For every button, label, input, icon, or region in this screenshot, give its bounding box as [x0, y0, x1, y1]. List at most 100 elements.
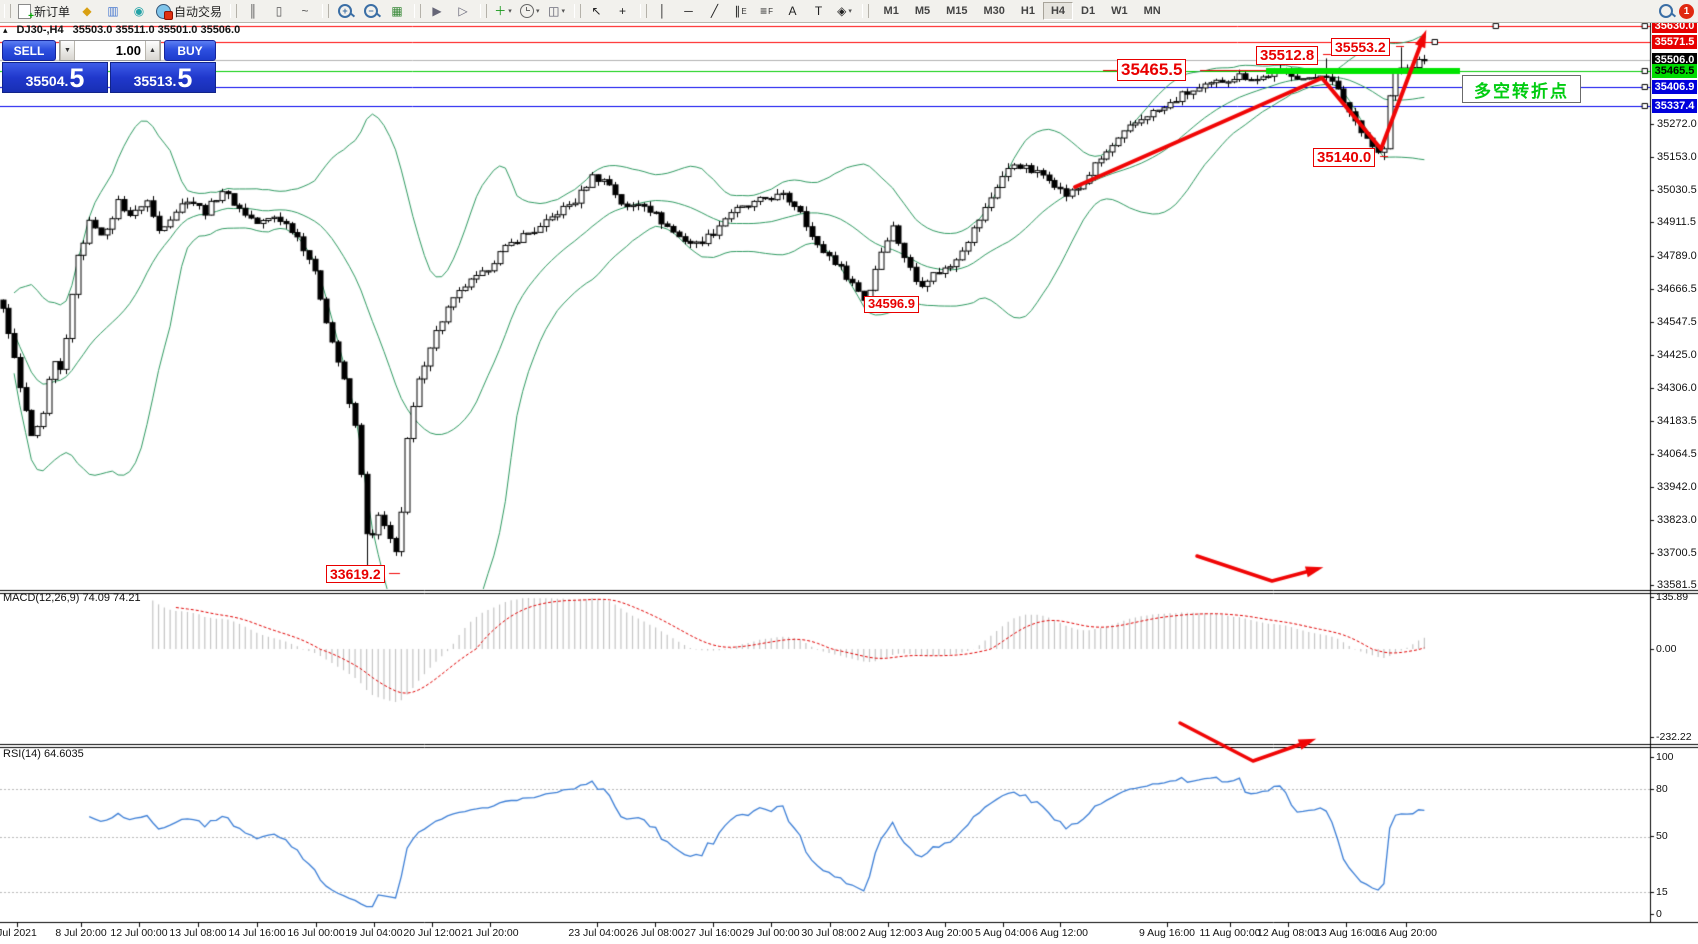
clock-icon: [520, 4, 535, 18]
signals-icon[interactable]: ◉: [127, 1, 151, 21]
time-axis-label: 8 Jul 20:00: [55, 927, 107, 939]
ohlc-values: 35503.0 35511.0 35501.0 35506.0: [72, 24, 241, 36]
crosshair-icon[interactable]: +: [611, 1, 635, 21]
time-axis-label: 23 Jul 04:00: [568, 927, 626, 939]
chart-shift-icon[interactable]: ▷: [451, 1, 475, 21]
price-annotation[interactable]: 35465.5: [1117, 59, 1187, 81]
time-axis-label: 20 Jul 12:00: [403, 927, 461, 939]
time-axis-label: 14 Jul 16:00: [228, 927, 286, 939]
indicator-axis-label: 50: [1656, 830, 1668, 842]
toolbar: + 新订单 ◆ ▥ ◉ 自动交易 ║ ▯ ~ + − ▦ ▶ ▷ ＋ ▾ ▾ ◫ ▾ ↖ + │ ─ ╱ ∥ E ≡ F A T ◈ ▾ M1 M…: [0, 0, 1698, 23]
text-label-icon: T: [814, 4, 823, 18]
zoom-in-icon[interactable]: +: [333, 1, 357, 21]
price-annotation[interactable]: 35512.8: [1256, 46, 1319, 66]
candlestick-chart-icon: ▯: [275, 4, 283, 18]
tile-windows-icon: ▦: [391, 4, 403, 18]
volume-input[interactable]: [75, 41, 145, 60]
line-chart-icon[interactable]: ~: [293, 1, 317, 21]
timeframe-m5[interactable]: M5: [914, 5, 931, 17]
price-annotation[interactable]: 35553.2: [1331, 38, 1390, 57]
text-icon: A: [788, 4, 797, 18]
timeframe-m1[interactable]: M1: [883, 5, 899, 17]
equidistant-channel-icon[interactable]: ∥ E: [734, 4, 747, 18]
bar-chart-icon[interactable]: ║: [241, 1, 265, 21]
trendline-icon[interactable]: ╱: [703, 1, 727, 21]
price-annotation[interactable]: 33619.2: [326, 565, 385, 584]
price-axis-label: 34547.5: [1657, 315, 1697, 328]
price-axis-label: 35272.0: [1657, 118, 1697, 131]
fibonacci-icon[interactable]: ≡ F: [760, 4, 773, 18]
price-axis-label: 34183.5: [1657, 415, 1697, 428]
indicators-button[interactable]: ＋ ▾: [494, 4, 512, 18]
horizontal-line-icon[interactable]: ─: [677, 1, 701, 21]
sell-button[interactable]: SELL: [2, 40, 56, 61]
rsi-label: RSI(14) 64.6035: [3, 748, 84, 760]
time-axis-label: 11 Aug 00:00: [1199, 927, 1261, 939]
volume-decrease-button[interactable]: ▼: [60, 41, 75, 60]
time-axis-label: 9 Aug 16:00: [1138, 927, 1196, 939]
indicator-axis-label: 80: [1656, 783, 1668, 795]
periods-button[interactable]: ▾: [517, 1, 543, 21]
timeframe-w1[interactable]: W1: [1111, 5, 1128, 17]
time-axis-label: 16 Jul 00:00: [287, 927, 345, 939]
candlestick-chart-icon[interactable]: ▯: [267, 1, 291, 21]
timeframe-h1[interactable]: H1: [1020, 5, 1035, 17]
indicator-axis-label: -232.22: [1656, 731, 1692, 743]
indicator-axis-label: 0.00: [1656, 643, 1677, 655]
new-order-button-label: 新订单: [34, 4, 71, 19]
templates-button[interactable]: ◫ ▾: [548, 4, 565, 18]
timeframe-m15[interactable]: M15: [946, 5, 968, 17]
arrows-icon: ◈: [837, 4, 847, 18]
price-axis-label: 33581.5: [1657, 579, 1697, 592]
cursor-icon[interactable]: ↖: [585, 1, 609, 21]
note-annotation[interactable]: 多空转折点: [1462, 75, 1581, 103]
price-axis-label: 33823.0: [1657, 513, 1697, 526]
market-depth-icon[interactable]: ▥: [101, 1, 125, 21]
chart-title: ▴ DJ30-,H4 35503.0 35511.0 35501.0 35506…: [3, 24, 240, 36]
chart-icon: ▴: [3, 24, 8, 35]
zoom-out-icon[interactable]: −: [359, 1, 383, 21]
time-axis-label: 19 Jul 04:00: [345, 927, 403, 939]
text-icon[interactable]: A: [781, 1, 805, 21]
timeframe-d1[interactable]: D1: [1081, 5, 1096, 17]
indicators-glyph: ＋: [494, 4, 507, 18]
buy-button[interactable]: BUY: [164, 40, 216, 61]
price-tag: 35506.0: [1652, 53, 1697, 68]
timeframe-m30[interactable]: M30: [983, 5, 1005, 17]
vertical-line-icon[interactable]: │: [651, 1, 675, 21]
auto-scroll-icon[interactable]: ▶: [425, 1, 449, 21]
price-axis-label: 33942.0: [1657, 481, 1697, 494]
arrows-icon[interactable]: ◈ ▾: [837, 4, 852, 18]
autotrade-button[interactable]: 自动交易: [153, 1, 225, 21]
bar-chart-icon: ║: [248, 4, 258, 18]
time-axis-label: 27 Jul 16:00: [684, 927, 742, 939]
time-axis-label: 29 Jul 00:00: [742, 927, 800, 939]
time-axis-label: 2 Aug 12:00: [859, 927, 917, 939]
buy-price[interactable]: 35513. 5: [110, 62, 216, 93]
price-tag: 35406.9: [1652, 80, 1697, 95]
tile-windows-icon[interactable]: ▦: [385, 1, 409, 21]
notification-badge[interactable]: 1: [1679, 3, 1694, 19]
equidistant-channel-icon: ∥: [734, 4, 741, 18]
price-axis-label: 35030.5: [1657, 184, 1697, 196]
price-axis-label: 34911.5: [1657, 216, 1696, 229]
metaeditor-icon[interactable]: ◆: [75, 1, 99, 21]
price-annotation[interactable]: 34596.9: [864, 296, 919, 313]
price-axis-label: 34306.0: [1657, 381, 1697, 394]
time-axis-label: 12 Aug 08:00: [1257, 927, 1319, 939]
sell-price[interactable]: 35504. 5: [2, 62, 108, 93]
volume-increase-button[interactable]: ▲: [145, 41, 160, 60]
cursor-icon: ↖: [591, 4, 602, 18]
timeframe-h4[interactable]: H4: [1042, 2, 1074, 20]
price-annotation[interactable]: 35140.0: [1313, 148, 1376, 168]
price-axis-label: 34789.0: [1657, 249, 1697, 262]
time-axis-label: 13 Jul 08:00: [169, 927, 227, 939]
price-axis-label: 34425.0: [1657, 349, 1697, 362]
signals-icon: ◉: [133, 4, 145, 18]
timeframe-mn[interactable]: MN: [1143, 5, 1161, 17]
indicator-axis-label: 0: [1656, 908, 1662, 920]
new-order-button[interactable]: + 新订单: [15, 1, 73, 21]
search-icon[interactable]: [1659, 4, 1673, 18]
text-label-icon[interactable]: T: [807, 1, 831, 21]
